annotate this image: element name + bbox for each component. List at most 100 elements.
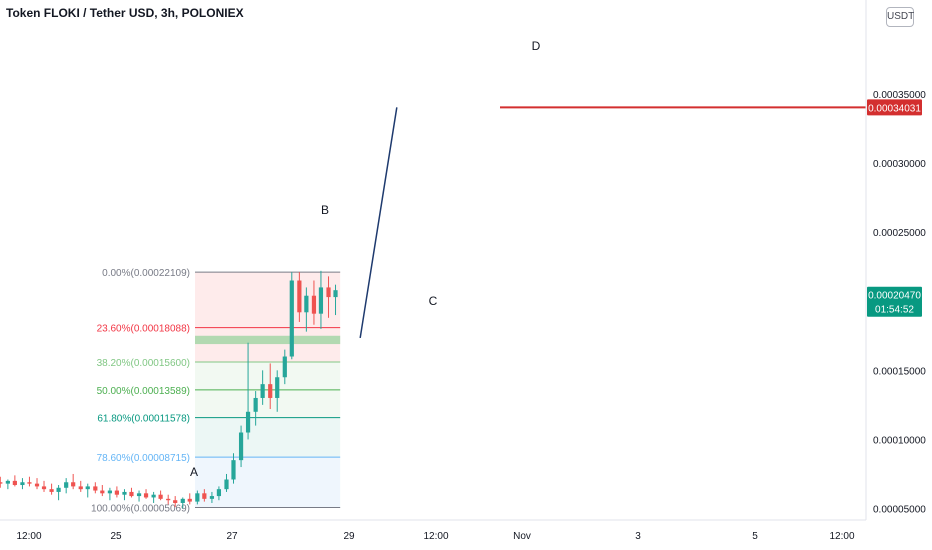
- candle-body: [253, 397, 258, 412]
- candle-body: [268, 384, 273, 398]
- candle: [129, 487, 134, 498]
- pattern-point-d[interactable]: D: [532, 39, 541, 53]
- pattern-point-a[interactable]: A: [190, 465, 198, 479]
- candle: [20, 478, 25, 490]
- candle: [5, 479, 10, 490]
- candle-body: [209, 496, 215, 499]
- candle-body: [107, 490, 112, 494]
- target-price-badge: 0.00034031: [867, 99, 922, 116]
- candle-body: [0, 482, 3, 484]
- candle: [71, 473, 76, 490]
- candle: [333, 284, 338, 316]
- countdown-text: 01:54:52: [875, 305, 914, 316]
- candle: [260, 370, 265, 405]
- candle-body: [180, 498, 185, 503]
- current-price-text: 0.00020470: [868, 291, 921, 302]
- candle-body: [282, 356, 287, 378]
- candle: [93, 482, 98, 494]
- fib-retracement[interactable]: 0.00%(0.00022109) 23.60%(0.00018088) 38.20…: [91, 268, 341, 515]
- current-price-badge-bg: [867, 286, 922, 317]
- price-axis[interactable]: 0.00035000 0.00030000 0.00025000 0.00015000…: [873, 90, 926, 516]
- candle: [0, 476, 3, 488]
- candle: [311, 280, 317, 325]
- candle: [289, 272, 294, 360]
- candle: [166, 494, 171, 505]
- candle-body: [311, 295, 317, 314]
- candle: [107, 487, 112, 501]
- candle: [122, 489, 127, 501]
- candle: [114, 486, 119, 498]
- candle-body: [136, 493, 142, 497]
- candle: [268, 363, 273, 410]
- time-axis[interactable]: 12:00 25 27 29 12:00 Nov 3 5 12:00: [16, 531, 854, 542]
- candle: [64, 478, 69, 494]
- candle-body: [289, 280, 294, 357]
- candles: [0, 270, 338, 509]
- pattern-point-c[interactable]: C: [429, 294, 438, 308]
- candle: [202, 489, 207, 502]
- target-price-badge-text: 0.00034031: [868, 103, 921, 114]
- candle: [41, 480, 47, 492]
- target-price-badge-bg: [867, 99, 922, 116]
- candle-body: [93, 486, 98, 491]
- candle: [180, 497, 185, 509]
- x-tick-label: Nov: [513, 531, 531, 542]
- candle-body: [64, 482, 69, 488]
- candle-body: [151, 494, 156, 498]
- x-tick-label: 12:00: [16, 531, 41, 542]
- candle-body: [173, 500, 178, 503]
- candle-body: [78, 486, 83, 490]
- fib-band-4: [195, 417, 341, 458]
- fib-band-2: [195, 362, 341, 390]
- candle: [173, 496, 178, 508]
- candle: [318, 270, 324, 329]
- x-tick-label: 5: [752, 531, 758, 542]
- pattern-leg-cd[interactable]: [359, 107, 398, 339]
- candle-body: [297, 280, 302, 313]
- fib-level-label-0: 0.00%(0.00022109): [102, 268, 190, 279]
- fib-level-label-2: 38.20%(0.00015600): [97, 358, 190, 369]
- y-tick-label: 0.00030000: [873, 159, 926, 170]
- current-price-badge: 0.00020470 01:54:52: [867, 286, 922, 317]
- highlight-zone: [195, 335, 341, 345]
- candle: [187, 493, 192, 505]
- fib-level-label-5: 78.60%(0.00008715): [97, 453, 190, 464]
- y-tick-label: 0.00025000: [873, 228, 926, 239]
- candle-body: [122, 491, 127, 495]
- candle: [78, 480, 83, 492]
- candle-body: [260, 384, 265, 398]
- candle: [231, 453, 236, 484]
- candle-body: [318, 287, 324, 314]
- candle: [275, 370, 280, 412]
- candle: [85, 483, 90, 498]
- candle-body: [187, 498, 192, 502]
- candle: [143, 489, 149, 499]
- fib-level-label-3: 50.00%(0.00013589): [97, 386, 190, 397]
- fib-band-3: [195, 389, 341, 418]
- fib-level-label-1: 23.60%(0.00018088): [97, 324, 190, 335]
- candle-body: [71, 482, 76, 487]
- candle-body: [202, 493, 207, 499]
- candle-body: [49, 489, 54, 492]
- candle: [195, 490, 200, 505]
- candle: [326, 276, 331, 318]
- pattern-point-b[interactable]: B: [321, 203, 329, 217]
- candle-body: [231, 460, 236, 480]
- candle: [34, 478, 40, 490]
- abcd-pattern[interactable]: A B C D: [190, 39, 541, 479]
- candle-body: [166, 498, 171, 501]
- candle: [56, 485, 61, 501]
- x-tick-label: 12:00: [829, 531, 854, 542]
- candle-body: [20, 482, 25, 486]
- candle-body: [100, 490, 105, 494]
- x-tick-label: 12:00: [423, 531, 448, 542]
- candle-body: [12, 480, 17, 486]
- candle-body: [224, 479, 229, 490]
- fib-band-5: [195, 457, 341, 508]
- candle: [245, 342, 251, 440]
- candle: [151, 491, 156, 503]
- candle: [209, 491, 215, 503]
- currency-button[interactable]: USDT: [886, 7, 914, 27]
- candle-body: [129, 491, 134, 497]
